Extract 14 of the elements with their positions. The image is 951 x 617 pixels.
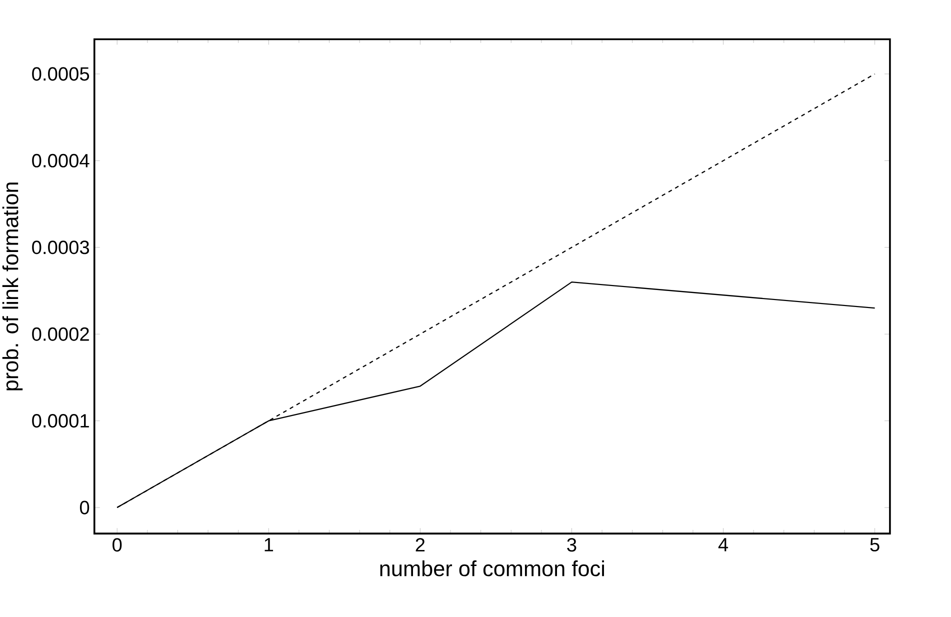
x-tick-label: 5 xyxy=(870,538,880,552)
y-tick-label: 0.0002 xyxy=(32,327,89,341)
x-tick-label: 2 xyxy=(416,538,425,552)
y-tick-label: 0 xyxy=(80,500,90,514)
y-tick-label: 0.0001 xyxy=(32,414,89,428)
y-tick-label: 0.0005 xyxy=(32,67,90,81)
y-tick-label: 0.0003 xyxy=(32,240,90,254)
x-axis-title: number of common foci xyxy=(380,560,604,576)
y-tick-label: 0.0004 xyxy=(32,154,90,168)
x-tick-label: 1 xyxy=(264,538,274,552)
y-axis-title: prob. of link formation xyxy=(2,182,23,390)
x-tick-label: 3 xyxy=(567,538,576,552)
x-tick-label: 4 xyxy=(718,538,728,552)
x-tick-label: 0 xyxy=(112,538,122,552)
